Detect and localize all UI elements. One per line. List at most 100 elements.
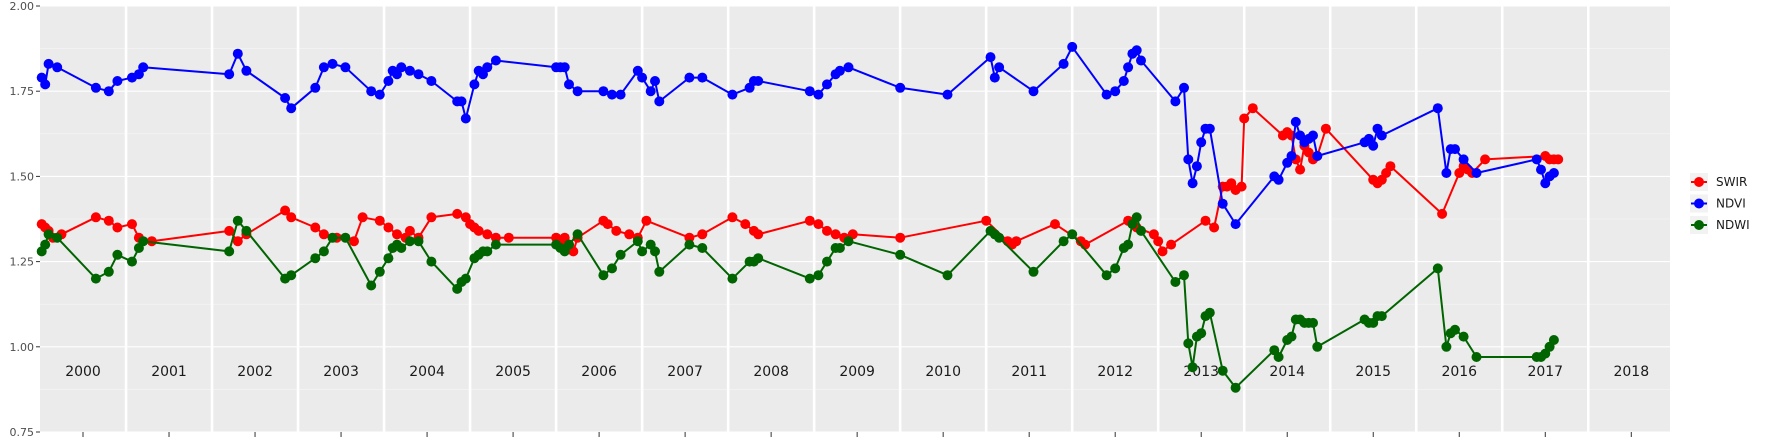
data-point-ndwi xyxy=(1110,263,1121,274)
data-point-ndvi xyxy=(834,65,845,76)
data-point-ndwi xyxy=(138,236,149,247)
year-label: 2012 xyxy=(1097,364,1133,380)
data-point-ndvi xyxy=(637,72,648,83)
data-point-swir xyxy=(740,219,751,230)
data-point-swir xyxy=(1553,154,1564,165)
legend-label: SWIR xyxy=(1716,175,1747,189)
data-point-ndwi xyxy=(753,253,764,264)
data-point-ndwi xyxy=(1136,225,1146,236)
data-point-ndvi xyxy=(727,89,738,100)
data-point-ndwi xyxy=(1458,331,1469,342)
data-point-ndvi xyxy=(559,62,570,73)
data-point-ndvi xyxy=(1196,137,1207,148)
data-point-ndwi xyxy=(482,246,493,257)
data-point-ndwi xyxy=(112,249,123,260)
legend-key-ndwi: NDWI xyxy=(1690,216,1750,234)
data-point-ndwi xyxy=(615,249,626,260)
series-layer xyxy=(36,41,1564,393)
data-point-swir xyxy=(1247,103,1258,114)
data-point-ndvi xyxy=(1230,219,1241,230)
data-point-ndwi xyxy=(632,236,643,247)
data-point-swir xyxy=(753,229,764,240)
data-point-swir xyxy=(611,225,622,236)
data-point-ndvi xyxy=(1187,178,1198,189)
data-point-swir xyxy=(146,236,157,247)
data-point-ndvi xyxy=(1376,130,1387,141)
data-point-ndvi xyxy=(564,79,574,90)
data-point-ndwi xyxy=(1123,239,1134,250)
data-point-ndwi xyxy=(1432,263,1443,274)
data-point-ndvi xyxy=(138,62,149,73)
data-point-ndwi xyxy=(834,243,845,253)
data-point-ndvi xyxy=(310,82,321,93)
data-point-ndwi xyxy=(318,246,329,257)
data-point-ndvi xyxy=(1191,161,1202,172)
data-point-ndwi xyxy=(1058,236,1069,247)
data-point-ndvi xyxy=(241,65,252,76)
data-point-ndvi xyxy=(1170,96,1181,107)
data-point-ndvi xyxy=(413,69,424,80)
data-point-ndvi xyxy=(232,48,243,59)
data-point-ndvi xyxy=(1290,116,1301,127)
data-point-ndwi xyxy=(942,270,953,281)
data-point-ndvi xyxy=(813,89,824,100)
data-point-ndvi xyxy=(1204,123,1215,134)
data-point-ndwi xyxy=(1217,365,1228,376)
data-point-swir xyxy=(727,212,738,223)
data-point-ndwi xyxy=(490,239,501,250)
data-point-ndvi xyxy=(804,86,815,97)
data-point-swir xyxy=(697,229,708,240)
data-point-ndvi xyxy=(1067,41,1078,52)
data-point-ndvi xyxy=(318,62,329,73)
data-point-ndvi xyxy=(456,96,467,107)
data-point-ndvi xyxy=(615,89,626,100)
data-point-ndwi xyxy=(1471,352,1482,362)
data-point-ndvi xyxy=(989,72,1000,83)
data-point-swir xyxy=(1480,154,1491,165)
data-point-ndwi xyxy=(1196,328,1207,339)
data-point-ndvi xyxy=(327,58,338,69)
x-axis: 2000 2001 2002 2003 2004 2005 2006 2007 2008 2009… xyxy=(65,364,1649,437)
year-label: 2001 xyxy=(151,364,187,380)
data-point-swir xyxy=(482,229,493,240)
data-point-swir xyxy=(602,219,613,230)
data-point-ndvi xyxy=(490,55,501,66)
data-point-ndwi xyxy=(684,239,695,250)
y-tick-label: 0.75 xyxy=(10,426,35,439)
y-tick-label: 1.50 xyxy=(10,170,35,183)
data-point-ndwi xyxy=(1101,270,1112,281)
data-point-swir xyxy=(684,232,695,243)
data-point-swir xyxy=(1200,215,1211,226)
year-label: 2016 xyxy=(1441,364,1477,380)
data-point-ndwi xyxy=(224,246,235,257)
data-point-swir xyxy=(127,219,137,230)
year-label: 2002 xyxy=(237,364,273,380)
legend-label: NDVI xyxy=(1716,197,1746,211)
data-point-swir xyxy=(112,222,123,233)
data-point-swir xyxy=(1209,222,1220,233)
data-point-ndwi xyxy=(1286,331,1297,342)
data-point-ndvi xyxy=(1312,151,1323,161)
data-point-ndvi xyxy=(280,93,291,103)
data-point-ndwi xyxy=(637,246,648,257)
data-point-ndvi xyxy=(52,62,63,73)
data-point-swir xyxy=(1239,113,1250,124)
data-point-ndwi xyxy=(1131,212,1142,223)
year-label: 2018 xyxy=(1613,364,1649,380)
data-point-ndvi xyxy=(650,76,660,86)
data-point-swir xyxy=(286,212,297,223)
data-point-ndvi xyxy=(286,103,297,114)
data-point-swir xyxy=(895,232,906,243)
data-point-ndvi xyxy=(1536,164,1546,175)
year-label: 2010 xyxy=(925,364,961,380)
data-point-ndwi xyxy=(90,273,101,284)
data-point-swir xyxy=(426,212,437,223)
data-point-ndvi xyxy=(1458,154,1469,165)
data-point-ndvi xyxy=(103,86,114,97)
data-point-ndwi xyxy=(396,243,407,253)
data-point-ndvi xyxy=(1471,168,1482,178)
data-point-ndwi xyxy=(1179,270,1189,281)
data-point-ndvi xyxy=(1183,154,1194,165)
legend-key-point xyxy=(1694,220,1704,230)
data-point-ndvi xyxy=(1548,168,1559,178)
